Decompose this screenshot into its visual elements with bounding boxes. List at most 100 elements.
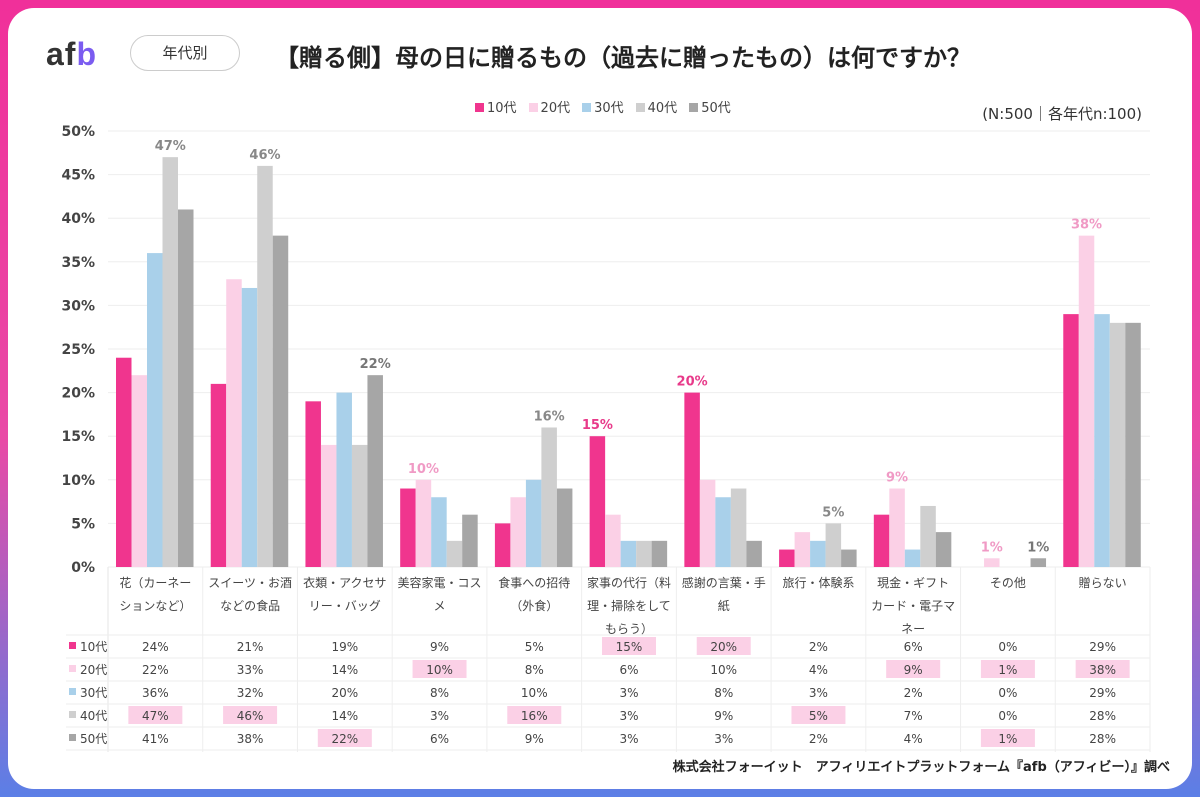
bar-30代	[715, 497, 731, 567]
bar-10代	[210, 383, 227, 567]
bar-50代	[651, 540, 668, 567]
row-swatch	[69, 688, 76, 695]
row-swatch	[69, 665, 76, 672]
bar-10代	[400, 488, 416, 567]
data-label: 10%	[408, 462, 439, 477]
row-label: 30代	[80, 686, 107, 700]
table-cell: 46%	[237, 709, 264, 723]
row-swatch	[69, 734, 76, 741]
table-cell: 0%	[998, 640, 1017, 654]
table-cell: 5%	[525, 640, 544, 654]
bar-10代	[1063, 314, 1079, 567]
data-label: 46%	[249, 148, 280, 163]
data-label: 1%	[1027, 540, 1049, 555]
table-cell: 9%	[714, 709, 733, 723]
chart-title: 【贈る側】母の日に贈るもの（過去に贈ったもの）は何ですか？	[275, 44, 971, 72]
table-cell: 3%	[619, 732, 638, 746]
table-cell: 3%	[430, 709, 449, 723]
bar-10代	[494, 523, 511, 567]
category-label: 紙	[718, 598, 730, 613]
bar-30代	[620, 540, 637, 567]
bar-20代	[699, 479, 716, 567]
bar-50代	[1030, 558, 1047, 567]
table-cell: 0%	[998, 686, 1017, 700]
legend-item: 20代	[528, 97, 570, 116]
data-label: 9%	[886, 471, 908, 486]
table-cell: 32%	[237, 686, 264, 700]
row-swatch	[69, 711, 76, 718]
table-cell: 9%	[525, 732, 544, 746]
category-label: 衣類・アクセサ	[303, 575, 386, 590]
table-cell: 6%	[430, 732, 449, 746]
y-tick-label: 35%	[61, 255, 95, 271]
bar-20代	[320, 444, 337, 567]
table-cell: 14%	[331, 709, 358, 723]
table-cell: 8%	[714, 686, 733, 700]
category-label: ションなど）	[119, 599, 191, 613]
bar-40代	[636, 540, 652, 567]
table-cell: 10%	[426, 663, 453, 677]
table-cell: 38%	[1089, 663, 1116, 677]
bar-40代	[351, 444, 368, 567]
category-label: 花（カーネー	[119, 575, 191, 590]
category-label: その他	[990, 576, 1026, 590]
category-label: スイーツ・お酒	[208, 576, 292, 590]
category-label: 旅行・体験系	[782, 575, 854, 590]
bar-20代	[131, 375, 147, 567]
bar-50代	[935, 532, 952, 567]
legend-item: 40代	[635, 97, 677, 116]
bar-20代	[794, 532, 811, 567]
category-label: 家事の代行（料	[587, 575, 671, 590]
bar-40代	[257, 165, 273, 567]
bar-20代	[226, 279, 242, 567]
y-tick-label: 50%	[61, 124, 95, 140]
table-cell: 38%	[237, 732, 264, 746]
bar-50代	[462, 514, 478, 567]
legend-item: 30代	[582, 97, 624, 116]
sample-note: (N:500｜各年代n:100)	[982, 105, 1142, 123]
bar-20代	[984, 558, 1000, 567]
highlight-cell	[886, 660, 941, 678]
highlight-cell	[128, 706, 183, 724]
bar-30代	[431, 497, 447, 567]
category-label: 贈らない	[1079, 575, 1127, 590]
bar-30代	[1094, 314, 1110, 567]
table-cell: 9%	[904, 663, 923, 677]
table-cell: 4%	[904, 732, 923, 746]
table-cell: 1%	[998, 732, 1017, 746]
highlight-cell	[317, 729, 372, 747]
category-label: 現金・ギフト	[877, 575, 949, 590]
bar-40代	[730, 488, 747, 567]
bar-50代	[556, 488, 573, 567]
bar-10代	[873, 514, 890, 567]
category-label: リー・バッグ	[309, 599, 381, 613]
table-cell: 20%	[710, 640, 737, 654]
data-label: 38%	[1071, 218, 1102, 233]
bar-20代	[605, 514, 621, 567]
bar-40代	[825, 523, 842, 567]
bar-20代	[889, 488, 905, 567]
data-label: 22%	[360, 357, 391, 372]
bar-40代	[920, 505, 936, 567]
highlight-cell	[602, 637, 656, 655]
bar-30代	[525, 479, 542, 567]
y-tick-label: 5%	[71, 516, 95, 532]
table-cell: 0%	[998, 709, 1017, 723]
table-cell: 10%	[710, 663, 737, 677]
category-label: などの食品	[220, 598, 280, 613]
y-tick-label: 30%	[61, 298, 95, 314]
table-cell: 16%	[521, 709, 548, 723]
category-label: 理・掃除をして	[587, 598, 671, 613]
age-group-badge: 年代別	[130, 35, 240, 71]
bar-20代	[510, 497, 526, 567]
table-cell: 36%	[142, 686, 169, 700]
y-tick-label: 25%	[61, 342, 95, 358]
legend: 10代 20代 30代 40代 50代	[475, 97, 731, 116]
category-label: 食事への招待	[498, 575, 570, 590]
bar-10代	[779, 549, 795, 567]
table-cell: 47%	[142, 709, 169, 723]
table-cell: 29%	[1089, 686, 1116, 700]
table-cell: 9%	[430, 640, 449, 654]
category-label: カード・電子マ	[871, 599, 955, 613]
bar-50代	[178, 209, 194, 568]
